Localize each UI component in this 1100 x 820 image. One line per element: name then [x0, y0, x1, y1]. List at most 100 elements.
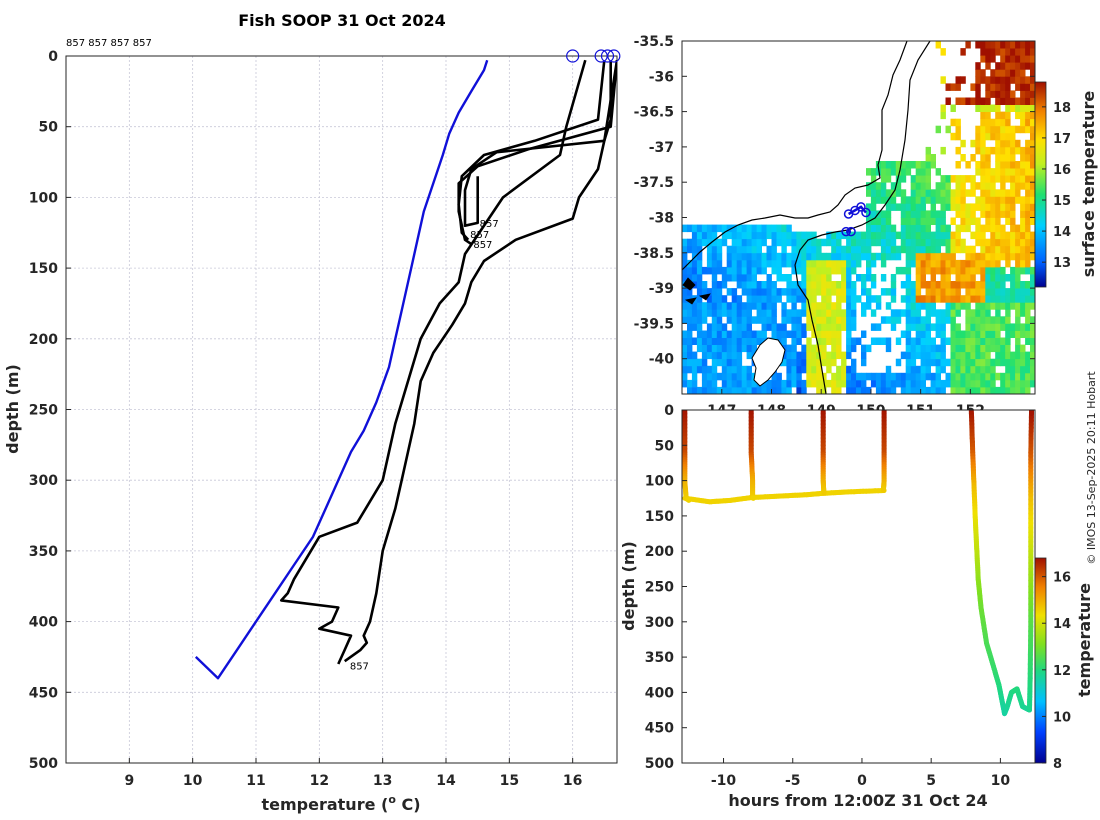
sst-cell — [711, 252, 718, 261]
sst-cell — [831, 238, 837, 247]
sst-cell — [816, 252, 822, 261]
sst-cell — [682, 295, 688, 303]
sst-cell — [885, 386, 892, 394]
sst-cell — [786, 274, 792, 282]
sst-cell — [985, 217, 991, 225]
sst-cell — [786, 330, 792, 338]
sst-cell — [980, 281, 986, 289]
sst-cell — [1010, 168, 1016, 176]
sst-cell — [746, 323, 752, 331]
sst-cell — [930, 266, 936, 275]
sst-cell — [1025, 104, 1031, 112]
sst-cell — [1010, 217, 1016, 225]
sst-cell — [880, 288, 887, 296]
sst-cell — [880, 175, 887, 183]
sst-cell — [920, 316, 926, 324]
sst-cell — [801, 295, 807, 303]
sst-cell — [915, 309, 922, 317]
sst-cell — [826, 323, 832, 331]
sst-cell — [890, 288, 897, 296]
sst-cell — [726, 316, 733, 324]
sst-cell — [766, 281, 772, 289]
sst-cell — [915, 386, 922, 394]
start-marker — [600, 49, 615, 63]
sst-cell — [935, 323, 941, 331]
sst-cell — [866, 231, 872, 240]
sst-cell — [706, 365, 713, 374]
sst-cell — [741, 224, 748, 233]
sst-cell — [985, 295, 991, 303]
sst-cell — [851, 288, 857, 296]
sst-cell — [1025, 55, 1031, 63]
sst-cell — [1010, 139, 1016, 148]
sst-cell — [821, 302, 827, 310]
sst-cell — [985, 175, 991, 183]
sst-cell — [711, 337, 718, 345]
end-label: 857 — [470, 230, 489, 241]
sst-cell — [955, 266, 961, 275]
sst-cell — [1010, 146, 1016, 155]
sst-cell — [905, 281, 912, 289]
sst-cell — [691, 252, 698, 261]
sst-cell — [1015, 168, 1021, 176]
sst-cell — [821, 309, 827, 317]
sst-cell — [910, 196, 917, 204]
sst-cell — [955, 358, 961, 367]
sst-cell — [736, 252, 743, 261]
sst-cell — [945, 309, 951, 317]
sst-cell — [995, 344, 1001, 353]
sst-cell — [761, 231, 767, 240]
sst-cell — [990, 252, 996, 261]
sst-cell — [990, 217, 996, 225]
sst-cell — [711, 365, 718, 374]
sst-cell — [1000, 386, 1006, 394]
sst-cell — [1025, 309, 1031, 317]
sst-cell — [935, 125, 941, 134]
sst-cell — [975, 168, 981, 176]
sst-cell — [925, 316, 931, 324]
sst-cell — [756, 288, 762, 296]
sst-cell — [935, 210, 941, 218]
sst-cell — [920, 245, 926, 254]
sst-cell — [781, 316, 787, 324]
sst-cell — [940, 182, 946, 190]
sst-cell — [1010, 62, 1016, 70]
sst-cell — [736, 344, 743, 353]
sst-cell — [955, 274, 961, 282]
sst-cell — [1010, 274, 1016, 282]
sst-cell — [990, 231, 996, 240]
sst-cell — [935, 41, 941, 49]
sst-cell — [1005, 189, 1011, 197]
sst-cell — [945, 266, 951, 275]
sst-cell — [925, 295, 931, 303]
sst-cell — [975, 203, 981, 211]
sst-cell — [691, 224, 698, 233]
series-line-profile-D — [343, 59, 617, 663]
sst-cell — [960, 330, 966, 338]
sst-cell — [925, 309, 931, 317]
sst-cell — [761, 316, 767, 324]
sst-cell — [846, 330, 852, 338]
sst-cell — [920, 203, 926, 211]
sst-cell — [975, 379, 981, 388]
sst-cell — [801, 238, 807, 247]
sst-cell — [1015, 252, 1021, 261]
sst-cell — [1000, 139, 1006, 148]
sst-cell — [1005, 62, 1011, 70]
sst-cell — [1005, 210, 1011, 218]
sst-cell — [766, 295, 772, 303]
sst-cell — [706, 288, 713, 296]
sst-cell — [731, 379, 738, 388]
map-y-tick-label: -36 — [649, 69, 674, 85]
sst-cell — [875, 189, 882, 197]
sst-cell — [1020, 252, 1026, 261]
sst-cell — [826, 337, 832, 345]
sst-cell — [970, 337, 976, 345]
sst-cell — [960, 365, 966, 374]
time-y-tick-label: 500 — [645, 756, 674, 772]
sst-cell — [870, 238, 877, 247]
sst-cell — [1005, 168, 1011, 176]
sst-cell — [905, 210, 912, 218]
sst-cell — [895, 161, 902, 169]
sst-cell — [1020, 351, 1026, 360]
